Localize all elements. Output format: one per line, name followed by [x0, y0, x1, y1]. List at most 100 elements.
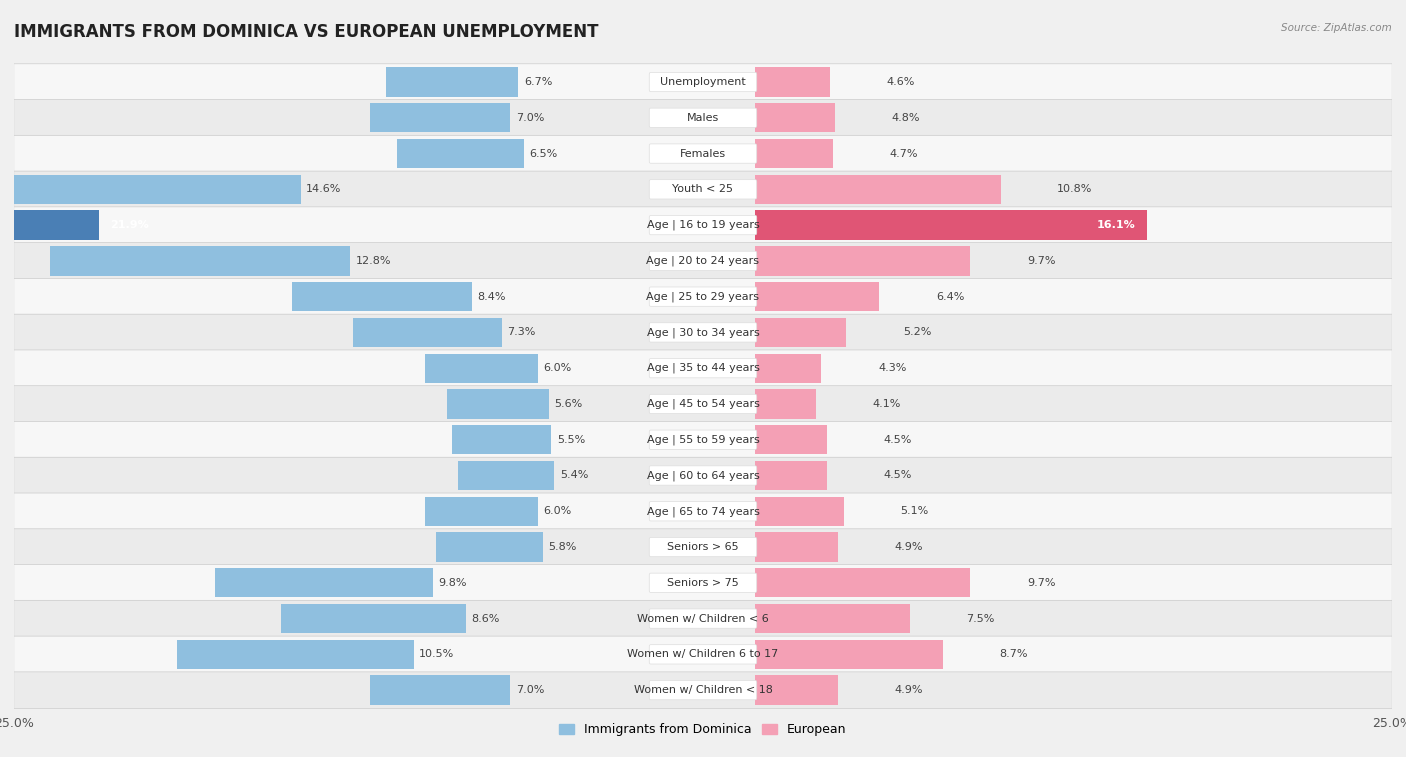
FancyBboxPatch shape	[14, 600, 1392, 637]
Bar	[292, 282, 471, 311]
Legend: Immigrants from Dominica, European: Immigrants from Dominica, European	[554, 718, 852, 741]
Bar	[436, 532, 543, 562]
Text: 4.8%: 4.8%	[891, 113, 921, 123]
FancyBboxPatch shape	[14, 243, 1392, 279]
Bar	[755, 354, 821, 383]
Bar	[755, 569, 970, 597]
Text: Age | 20 to 24 years: Age | 20 to 24 years	[647, 256, 759, 266]
FancyBboxPatch shape	[650, 430, 756, 450]
FancyBboxPatch shape	[650, 645, 756, 664]
FancyBboxPatch shape	[650, 573, 756, 593]
Bar	[396, 139, 524, 168]
FancyBboxPatch shape	[650, 251, 756, 270]
Bar	[755, 425, 827, 454]
Bar	[755, 282, 879, 311]
FancyBboxPatch shape	[14, 636, 1392, 672]
Text: Males: Males	[688, 113, 718, 123]
FancyBboxPatch shape	[14, 565, 1392, 601]
FancyBboxPatch shape	[650, 73, 756, 92]
Text: Seniors > 75: Seniors > 75	[666, 578, 740, 587]
FancyBboxPatch shape	[650, 287, 756, 307]
Text: 5.6%: 5.6%	[554, 399, 582, 409]
Text: Seniors > 65: Seniors > 65	[668, 542, 738, 552]
Text: 4.7%: 4.7%	[889, 148, 918, 158]
FancyBboxPatch shape	[14, 207, 1392, 243]
Bar	[755, 175, 1001, 204]
Bar	[458, 461, 554, 491]
Text: 7.3%: 7.3%	[508, 328, 536, 338]
FancyBboxPatch shape	[14, 422, 1392, 458]
FancyBboxPatch shape	[14, 314, 1392, 350]
FancyBboxPatch shape	[14, 279, 1392, 315]
FancyBboxPatch shape	[650, 681, 756, 699]
Text: 10.8%: 10.8%	[1057, 185, 1092, 195]
Bar	[425, 354, 537, 383]
FancyBboxPatch shape	[14, 64, 1392, 100]
Text: 6.0%: 6.0%	[543, 363, 571, 373]
Text: 7.0%: 7.0%	[516, 113, 544, 123]
FancyBboxPatch shape	[650, 144, 756, 164]
Text: 6.4%: 6.4%	[936, 291, 965, 301]
Text: 6.0%: 6.0%	[543, 506, 571, 516]
FancyBboxPatch shape	[14, 457, 1392, 494]
Text: 5.8%: 5.8%	[548, 542, 576, 552]
Bar	[387, 67, 519, 97]
Text: 4.5%: 4.5%	[883, 471, 912, 481]
Bar	[215, 569, 433, 597]
Bar	[755, 532, 838, 562]
Text: Women w/ Children < 18: Women w/ Children < 18	[634, 685, 772, 695]
Text: 21.9%: 21.9%	[111, 220, 149, 230]
Text: 9.7%: 9.7%	[1026, 256, 1056, 266]
Text: 16.1%: 16.1%	[1097, 220, 1136, 230]
FancyBboxPatch shape	[14, 386, 1392, 422]
Text: 4.6%: 4.6%	[886, 77, 915, 87]
Text: 8.6%: 8.6%	[471, 614, 501, 624]
Bar	[453, 425, 551, 454]
Text: 8.4%: 8.4%	[477, 291, 506, 301]
Text: Age | 35 to 44 years: Age | 35 to 44 years	[647, 363, 759, 373]
Bar	[370, 675, 510, 705]
FancyBboxPatch shape	[650, 537, 756, 556]
Text: Youth < 25: Youth < 25	[672, 185, 734, 195]
Text: 14.6%: 14.6%	[307, 185, 342, 195]
Text: 4.3%: 4.3%	[877, 363, 907, 373]
FancyBboxPatch shape	[650, 216, 756, 235]
Text: 7.5%: 7.5%	[966, 614, 994, 624]
Bar	[425, 497, 537, 526]
FancyBboxPatch shape	[14, 171, 1392, 207]
Text: 5.1%: 5.1%	[900, 506, 928, 516]
Text: Age | 25 to 29 years: Age | 25 to 29 years	[647, 291, 759, 302]
Bar	[0, 175, 301, 204]
Bar	[281, 604, 465, 634]
Text: 4.9%: 4.9%	[894, 542, 922, 552]
FancyBboxPatch shape	[14, 529, 1392, 565]
FancyBboxPatch shape	[650, 609, 756, 628]
Text: 10.5%: 10.5%	[419, 650, 454, 659]
Text: 9.7%: 9.7%	[1026, 578, 1056, 587]
FancyBboxPatch shape	[650, 359, 756, 378]
Text: 4.9%: 4.9%	[894, 685, 922, 695]
FancyBboxPatch shape	[650, 466, 756, 485]
Text: 6.7%: 6.7%	[524, 77, 553, 87]
FancyBboxPatch shape	[650, 394, 756, 413]
Text: 5.2%: 5.2%	[903, 328, 931, 338]
Bar	[0, 210, 100, 240]
Bar	[755, 67, 830, 97]
Text: Age | 30 to 34 years: Age | 30 to 34 years	[647, 327, 759, 338]
Bar	[755, 675, 838, 705]
Text: 9.8%: 9.8%	[439, 578, 467, 587]
Bar	[370, 103, 510, 132]
Text: Age | 60 to 64 years: Age | 60 to 64 years	[647, 470, 759, 481]
FancyBboxPatch shape	[14, 100, 1392, 136]
Text: 4.5%: 4.5%	[883, 435, 912, 444]
FancyBboxPatch shape	[14, 136, 1392, 172]
Text: Age | 65 to 74 years: Age | 65 to 74 years	[647, 506, 759, 516]
Text: Women w/ Children < 6: Women w/ Children < 6	[637, 614, 769, 624]
Bar	[755, 497, 844, 526]
Text: Females: Females	[681, 148, 725, 158]
Text: 6.5%: 6.5%	[530, 148, 558, 158]
Text: 5.4%: 5.4%	[560, 471, 588, 481]
Text: 12.8%: 12.8%	[356, 256, 391, 266]
Bar	[755, 389, 815, 419]
Bar	[755, 461, 827, 491]
